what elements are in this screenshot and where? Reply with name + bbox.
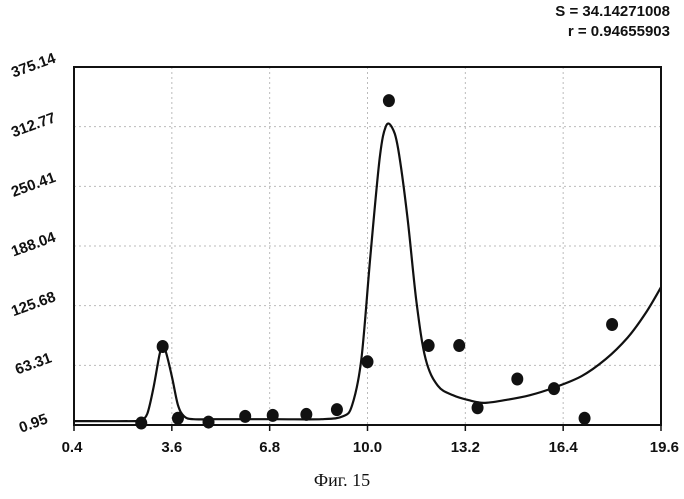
- data-point: [453, 339, 465, 352]
- data-point: [548, 382, 560, 395]
- y-tick-label: 0.95: [17, 411, 50, 437]
- data-point: [300, 408, 312, 421]
- data-point: [203, 416, 215, 429]
- figure-caption: Фиг. 15: [0, 470, 684, 491]
- x-tick-label: 0.4: [62, 439, 84, 456]
- data-point: [172, 412, 184, 425]
- y-tick-label: 188.04: [9, 229, 59, 261]
- y-tick-label: 125.68: [9, 288, 58, 320]
- grid: [74, 67, 661, 425]
- data-point: [511, 373, 523, 386]
- x-tick-label: 16.4: [549, 439, 579, 456]
- y-axis-ticks: 0.95 63.31 125.68 188.04 250.41 312.77 375.14: [9, 50, 59, 437]
- data-point: [579, 412, 591, 425]
- y-tick-label: 312.77: [9, 109, 58, 141]
- x-tick-label: 3.6: [161, 439, 182, 456]
- y-tick-label: 63.31: [13, 350, 54, 379]
- data-point: [267, 409, 279, 422]
- data-point: [135, 417, 147, 430]
- x-tick-label: 6.8: [259, 439, 280, 456]
- data-point: [362, 355, 374, 368]
- data-point: [331, 403, 343, 416]
- data-point: [239, 410, 251, 423]
- data-point: [157, 340, 169, 353]
- plot-frame: [74, 67, 661, 425]
- x-tick-label: 10.0: [353, 439, 382, 456]
- data-point: [472, 401, 484, 414]
- y-tick-label: 250.41: [9, 169, 58, 201]
- data-point: [383, 94, 395, 107]
- x-axis-ticks: 0.4 3.6 6.8 10.0 13.2 16.4 19.6: [62, 425, 679, 456]
- data-point: [606, 318, 618, 331]
- data-point: [423, 339, 435, 352]
- x-tick-label: 13.2: [451, 439, 480, 456]
- y-tick-label: 375.14: [9, 50, 59, 82]
- data-points: [135, 94, 618, 429]
- x-tick-label: 19.6: [650, 439, 679, 456]
